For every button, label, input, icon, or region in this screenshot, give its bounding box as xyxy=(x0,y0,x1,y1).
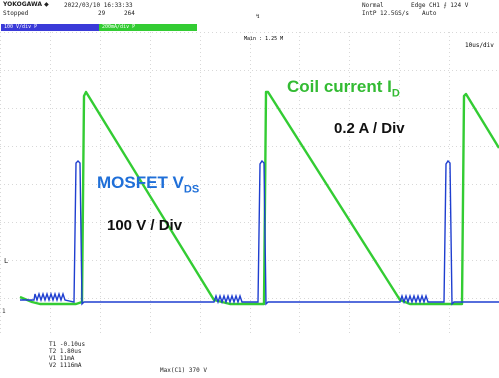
mosfet-label: MOSFET VDS xyxy=(97,173,199,195)
trigger-position-marker: ↯ xyxy=(256,13,260,20)
sample-mode: Auto xyxy=(422,10,437,17)
coil-current-text: Coil current I xyxy=(287,77,392,96)
counter-b: 264 xyxy=(124,10,135,17)
mosfet-scale-label: 100 V / Div xyxy=(107,217,183,234)
trigger-mode: Normal xyxy=(362,2,384,9)
mosfet-text: MOSFET V xyxy=(97,173,184,192)
acquisition-status: Stopped xyxy=(3,10,29,17)
waveform-display: Main : 1.25 M 10us/div L 1 xyxy=(0,32,499,336)
trigger-level-marker: L xyxy=(4,257,8,265)
main-record-label: Main : 1.25 M xyxy=(244,36,283,42)
datetime: 2022/03/10 16:33:33 xyxy=(64,2,133,9)
brand-logo: YOKOGAWA ◆ xyxy=(3,1,49,8)
ground-marker: 1 xyxy=(2,308,6,315)
measurement-max: Max(C1) 370 V xyxy=(160,367,207,374)
ch1-tag[interactable]: 100 V/div P xyxy=(1,24,99,31)
mosfet-subscript: DS xyxy=(183,183,200,196)
mosfet-vds-trace xyxy=(20,159,499,306)
trigger-info: Edge CH1 ⨍ 124 V xyxy=(411,2,469,9)
coil-scale-label: 0.2 A / Div xyxy=(334,120,405,137)
coil-current-subscript: D xyxy=(391,87,400,100)
cursor-v1: V1 11mA xyxy=(49,355,75,362)
sample-rate: IntP 12.5GS/s xyxy=(362,10,409,17)
cursor-v2: V2 1116mA xyxy=(49,362,82,369)
cursor-t1: T1 -0.10us xyxy=(49,341,86,348)
ch2-tag[interactable]: 200mA/div P xyxy=(99,24,197,31)
graticule xyxy=(0,32,499,336)
coil-current-label: Coil current ID xyxy=(287,77,400,99)
counter-a: 29 xyxy=(98,10,106,17)
cursor-t2: T2 1.80us xyxy=(49,348,82,355)
timebase-label: 10us/div xyxy=(465,42,494,49)
coil-current-trace xyxy=(19,90,499,306)
